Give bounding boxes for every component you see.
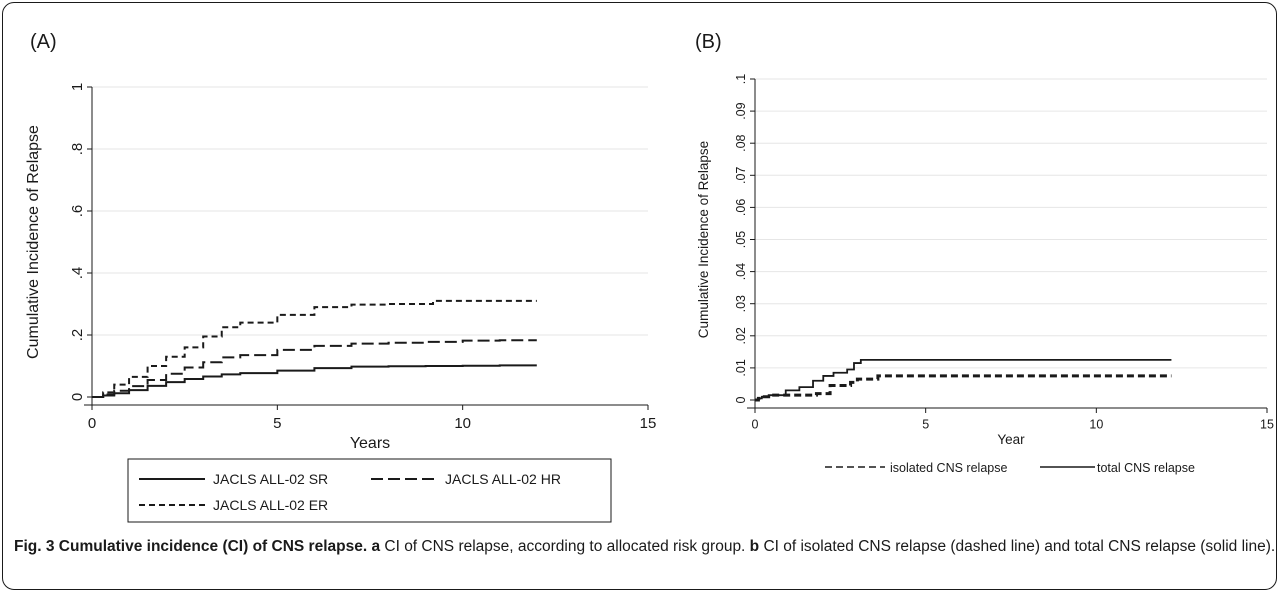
chart-b-series-1-line — [755, 358, 1172, 401]
legend-a-box — [127, 458, 612, 523]
chart-b-y-tick-label: .07 — [734, 167, 748, 184]
chart-a-series-1-line — [92, 339, 537, 398]
chart-a-y-tick-label: 0 — [69, 393, 86, 401]
panel-a-label: (A) — [30, 31, 57, 53]
legend-total-label: total CNS relapse — [1097, 461, 1195, 475]
legend-er-label: JACLS ALL-02 ER — [213, 497, 328, 513]
caption-b-label: b — [749, 538, 760, 555]
chart-a-y-tick-label: .8 — [69, 143, 86, 156]
chart-b-series-0-line — [755, 374, 1172, 402]
legend-a: JACLS ALL-02 SR JACLS ALL-02 HR JACLS AL… — [127, 458, 612, 523]
chart-b-y-tick-label: .05 — [734, 231, 748, 248]
chart-b-y-tick-label: .09 — [734, 102, 748, 119]
caption-title: Fig. 3 Cumulative incidence (CI) of CNS … — [14, 538, 368, 555]
chart-b-x-axis-title: Year — [997, 432, 1025, 447]
chart-a-x-tick-label: 10 — [454, 415, 471, 432]
panel-b-label: (B) — [695, 31, 722, 53]
chart-a-x-axis-title: Years — [350, 435, 390, 452]
chart-a-x-tick-label: 15 — [640, 415, 657, 432]
chart-b-y-tick-label: .02 — [734, 327, 748, 344]
chart-a-y-tick-label: .6 — [69, 205, 86, 218]
legend-sr-label: JACLS ALL-02 SR — [213, 471, 328, 487]
legend-hr-label: JACLS ALL-02 HR — [445, 471, 561, 487]
legend-isolated-label: isolated CNS relapse — [890, 461, 1007, 475]
chart-b-y-tick-label: .1 — [734, 74, 748, 84]
chart-b-y-tick-label: .01 — [734, 359, 748, 376]
chart-a-y-axis-title: Cumulative Incidence of Relapse — [25, 125, 42, 359]
chart-b-x-tick-label: 10 — [1089, 418, 1103, 432]
caption-b-text: CI of isolated CNS relapse (dashed line)… — [759, 538, 1276, 555]
chart-b-y-tick-label: 0 — [734, 396, 748, 403]
caption-a-text: CI of CNS relapse, according to allocate… — [380, 538, 750, 555]
chart-b-y-tick-label: .03 — [734, 295, 748, 312]
chart-a-y-tick-label: 1 — [69, 83, 86, 91]
chart-a-series-0-line — [92, 364, 537, 398]
chart-b-x-tick-label: 0 — [752, 418, 759, 432]
chart-b: 0 .01 .02 .03 .04 .05 .06 .07 .08 .09 .1 0 5 10 15 Year… — [696, 74, 1274, 447]
chart-b-y-tick-label: .06 — [734, 199, 748, 216]
chart-b-y-tick-label: .04 — [734, 263, 748, 280]
chart-b-y-axis-title: Cumulative Incidence of Relapse — [696, 141, 711, 338]
chart-a-y-tick-label: .2 — [69, 329, 86, 342]
figure-caption: Fig. 3 Cumulative incidence (CI) of CNS … — [14, 537, 1276, 557]
chart-a-x-tick-label: 5 — [273, 415, 281, 432]
chart-a-series-2-line — [92, 299, 537, 398]
legend-b: isolated CNS relapse total CNS relapse — [825, 461, 1195, 475]
chart-b-x-tick-label: 5 — [922, 418, 929, 432]
chart-a-x-tick-label: 0 — [88, 415, 96, 432]
caption-a-label: a — [371, 538, 381, 555]
chart-b-x-tick-label: 15 — [1260, 418, 1274, 432]
chart-a-y-tick-label: .4 — [69, 267, 86, 280]
chart-b-y-tick-label: .08 — [734, 134, 748, 151]
